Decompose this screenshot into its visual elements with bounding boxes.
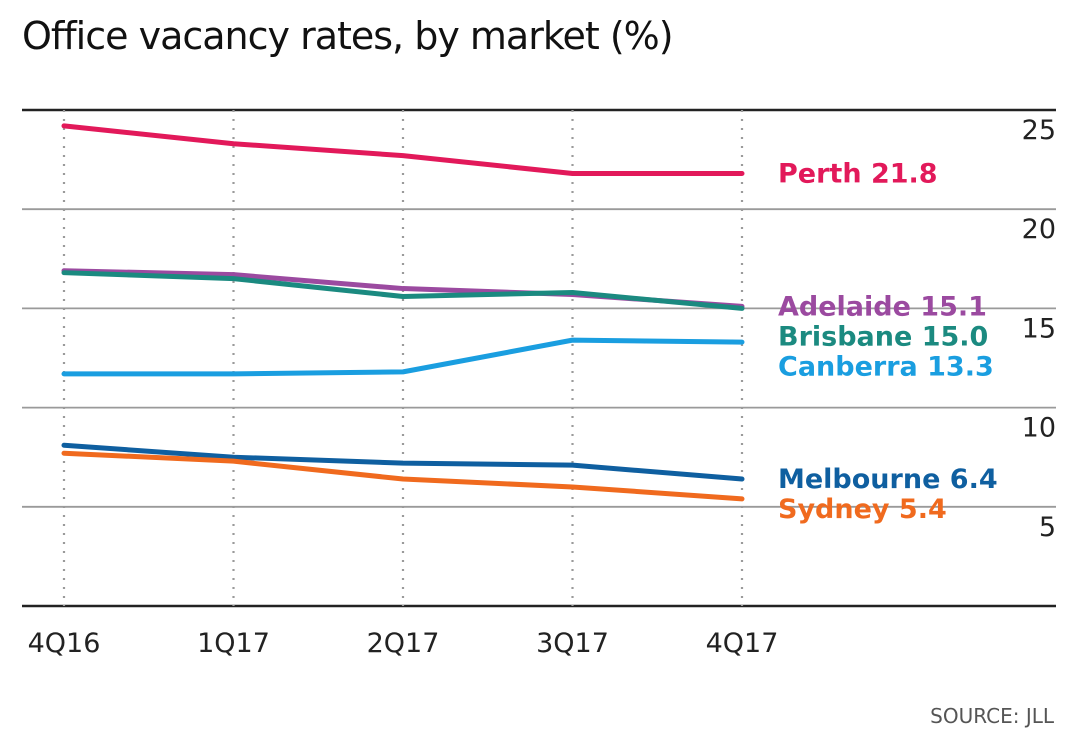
series-label-perth: Perth 21.8 xyxy=(778,158,938,189)
y-tick-label: 10 xyxy=(1022,413,1056,444)
x-tick-label: 2Q17 xyxy=(367,628,440,659)
category-gridlines xyxy=(62,110,744,606)
series-label-brisbane: Brisbane 15.0 xyxy=(778,321,988,352)
series-lines xyxy=(61,123,745,502)
series-line-canberra xyxy=(61,337,745,377)
y-tick-label: 20 xyxy=(1022,214,1056,245)
series-line-sydney xyxy=(61,450,745,502)
y-tick-label: 25 xyxy=(1022,115,1056,146)
y-axis-ticks: 5 10 15 20 25 xyxy=(1022,115,1056,543)
x-axis-ticks: 4Q16 1Q17 2Q17 3Q17 4Q17 xyxy=(28,628,779,659)
series-label-canberra: Canberra 13.3 xyxy=(778,351,994,382)
x-tick-label: 4Q17 xyxy=(706,628,779,659)
chart-title: Office vacancy rates, by market (%) xyxy=(22,14,674,58)
y-tick-label: 15 xyxy=(1022,313,1056,344)
grid-lines xyxy=(22,108,1056,608)
series-label-sydney: Sydney 5.4 xyxy=(778,494,947,525)
series-label-melbourne: Melbourne 6.4 xyxy=(778,464,998,495)
series-line-melbourne xyxy=(61,442,745,482)
series-line-perth xyxy=(61,123,745,176)
source-note: SOURCE: JLL xyxy=(930,704,1054,728)
x-tick-label: 4Q16 xyxy=(28,628,101,659)
x-tick-label: 1Q17 xyxy=(197,628,270,659)
x-tick-label: 3Q17 xyxy=(536,628,609,659)
series-label-adelaide: Adelaide 15.1 xyxy=(778,291,987,322)
y-tick-label: 5 xyxy=(1039,512,1056,543)
series-line-brisbane xyxy=(61,270,745,311)
